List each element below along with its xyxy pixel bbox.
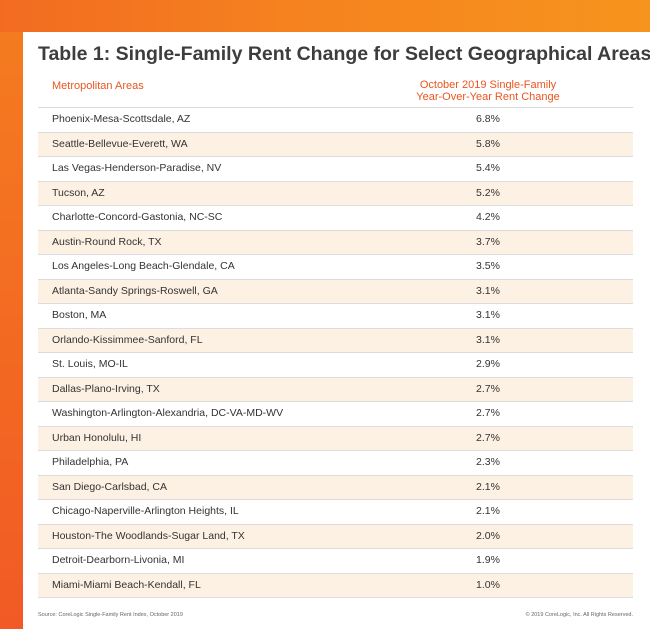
top-accent-bar <box>0 0 650 32</box>
rent-change-value: 2.1% <box>476 480 500 493</box>
table-row: Atlanta-Sandy Springs-Roswell, GA 3.1% <box>38 279 633 304</box>
metro-area-name: Phoenix-Mesa-Scottsdale, AZ <box>52 113 191 125</box>
table-row: Seattle-Bellevue-Everett, WA 5.8% <box>38 132 633 157</box>
metro-area-name: Philadelphia, PA <box>52 456 129 468</box>
table-row: Boston, MA 3.1% <box>38 304 633 329</box>
footer: Source: CoreLogic Single-Family Rent Ind… <box>38 610 633 620</box>
table-row: Dallas-Plano-Irving, TX 2.7% <box>38 377 633 402</box>
metro-area-name: Houston-The Woodlands-Sugar Land, TX <box>52 529 245 542</box>
footer-copyright: © 2019 CoreLogic, Inc. All Rights Reserv… <box>525 612 633 618</box>
table-row: Houston-The Woodlands-Sugar Land, TX 2.0% <box>38 524 633 549</box>
table-row: Miami-Miami Beach-Kendall, FL 1.0% <box>38 573 633 598</box>
table-row: Orlando-Kissimmee-Sanford, FL 3.1% <box>38 328 633 353</box>
rent-change-value: 2.7% <box>476 382 500 395</box>
metro-area-name: Dallas-Plano-Irving, TX <box>52 382 160 395</box>
metro-area-name: Charlotte-Concord-Gastonia, NC-SC <box>52 211 223 223</box>
metro-area-name: San Diego-Carlsbad, CA <box>52 480 167 493</box>
rent-change-value: 2.7% <box>476 431 500 444</box>
left-accent-bar <box>0 32 23 629</box>
rent-change-value: 5.8% <box>476 137 500 150</box>
metro-area-name: Urban Honolulu, HI <box>52 431 142 444</box>
table-row: Chicago-Naperville-Arlington Heights, IL… <box>38 500 633 525</box>
column-header-metropolitan-areas: Metropolitan Areas <box>52 80 144 92</box>
metro-area-name: Los Angeles-Long Beach-Glendale, CA <box>52 260 235 272</box>
page-title: Table 1: Single-Family Rent Change for S… <box>38 43 650 65</box>
rent-change-value: 6.8% <box>476 113 500 125</box>
rent-change-value: 2.7% <box>476 407 500 419</box>
table-row: Urban Honolulu, HI 2.7% <box>38 426 633 451</box>
metro-area-name: Detroit-Dearborn-Livonia, MI <box>52 554 185 566</box>
table-row: Washington-Arlington-Alexandria, DC-VA-M… <box>38 402 633 427</box>
metro-area-name: Las Vegas-Henderson-Paradise, NV <box>52 162 222 174</box>
rent-change-value: 3.1% <box>476 333 500 346</box>
column-header-rent-change: October 2019 Single-Family Year-Over-Yea… <box>363 79 613 103</box>
rent-change-value: 3.1% <box>476 309 500 321</box>
column-header-rent-change-line1: October 2019 Single-Family <box>419 79 557 91</box>
rent-change-value: 3.5% <box>476 260 500 272</box>
metro-area-name: Chicago-Naperville-Arlington Heights, IL <box>52 505 239 517</box>
metro-area-name: Austin-Round Rock, TX <box>52 235 162 248</box>
metro-area-name: Seattle-Bellevue-Everett, WA <box>52 137 188 150</box>
table-header: Metropolitan Areas October 2019 Single-F… <box>38 79 633 108</box>
metro-area-name: Tucson, AZ <box>52 186 105 199</box>
rent-change-value: 2.3% <box>476 456 500 468</box>
column-header-rent-change-line2: Year-Over-Year Rent Change <box>416 91 560 103</box>
metro-area-name: Washington-Arlington-Alexandria, DC-VA-M… <box>52 407 284 419</box>
metro-area-name: Orlando-Kissimmee-Sanford, FL <box>52 333 203 346</box>
metro-area-name: Atlanta-Sandy Springs-Roswell, GA <box>52 284 218 297</box>
metro-area-name: St. Louis, MO-IL <box>52 358 128 370</box>
footer-source: Source: CoreLogic Single-Family Rent Ind… <box>38 612 183 618</box>
table-body: Phoenix-Mesa-Scottsdale, AZ 6.8% Seattle-B… <box>38 108 633 598</box>
table-row: Los Angeles-Long Beach-Glendale, CA 3.5% <box>38 255 633 280</box>
metro-area-name: Miami-Miami Beach-Kendall, FL <box>52 578 201 591</box>
table-row: Phoenix-Mesa-Scottsdale, AZ 6.8% <box>38 108 633 133</box>
table-row: St. Louis, MO-IL 2.9% <box>38 353 633 378</box>
rent-change-value: 4.2% <box>476 211 500 223</box>
rent-change-value: 5.4% <box>476 162 500 174</box>
rent-change-value: 5.2% <box>476 186 500 199</box>
rent-change-value: 2.0% <box>476 529 500 542</box>
rent-change-value: 1.9% <box>476 554 500 566</box>
table-row: Philadelphia, PA 2.3% <box>38 451 633 476</box>
table-row: Austin-Round Rock, TX 3.7% <box>38 230 633 255</box>
rent-change-value: 2.9% <box>476 358 500 370</box>
rent-change-value: 1.0% <box>476 578 500 591</box>
metro-area-name: Boston, MA <box>52 309 107 321</box>
table-row: Detroit-Dearborn-Livonia, MI 1.9% <box>38 549 633 574</box>
rent-change-value: 3.1% <box>476 284 500 297</box>
table-row: Las Vegas-Henderson-Paradise, NV 5.4% <box>38 157 633 182</box>
rent-change-value: 3.7% <box>476 235 500 248</box>
table-row: Tucson, AZ 5.2% <box>38 181 633 206</box>
table-row: Charlotte-Concord-Gastonia, NC-SC 4.2% <box>38 206 633 231</box>
rent-change-value: 2.1% <box>476 505 500 517</box>
table-row: San Diego-Carlsbad, CA 2.1% <box>38 475 633 500</box>
